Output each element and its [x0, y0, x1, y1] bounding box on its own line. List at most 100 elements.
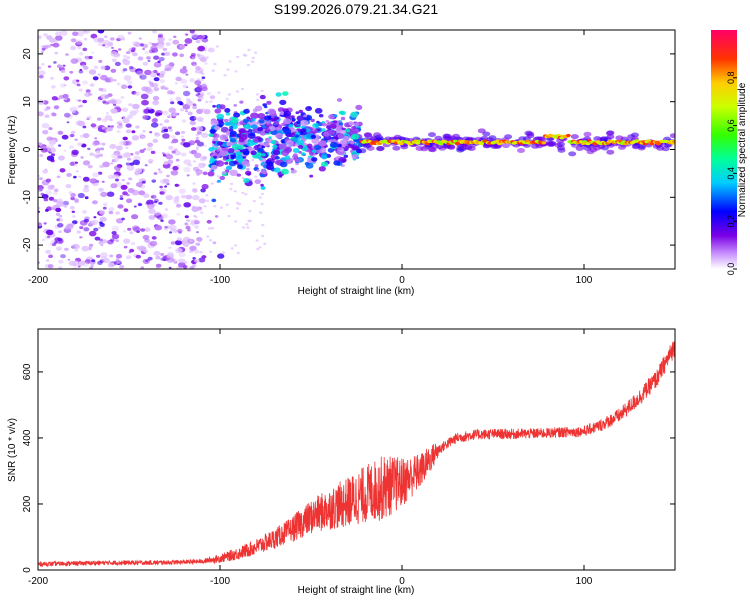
spectrogram-cell — [38, 66, 42, 70]
spectrogram-cell — [149, 131, 153, 134]
spectrogram-cell — [192, 160, 197, 163]
spectrogram-cell — [195, 133, 199, 137]
spectrogram-cell — [154, 212, 162, 218]
spectrogram-cell — [238, 138, 245, 143]
spectrogram-cell — [132, 159, 140, 165]
spectrogram-cell — [82, 160, 91, 166]
spectrogram-cell — [189, 120, 196, 126]
spectrogram-cell — [238, 203, 242, 206]
spectrogram-cell — [209, 100, 213, 103]
spectrogram-cell — [157, 60, 161, 63]
spectrogram-cell — [171, 135, 176, 139]
spectrogram-cell — [101, 129, 107, 133]
spectrogram-cell — [101, 118, 108, 123]
spectrogram-cell — [256, 247, 260, 251]
spectrogram-cell — [174, 131, 181, 136]
spectrogram-cell — [132, 103, 140, 110]
spectrogram-cell — [69, 205, 75, 210]
colorbar-tick-label: 0.0 — [726, 263, 736, 276]
colorbar-tick-label: 0.2 — [726, 215, 736, 228]
spectrogram-cell — [259, 173, 265, 178]
spectrogram-cell — [103, 35, 108, 38]
spectrogram-cell — [102, 206, 107, 210]
spectrogram-cell — [110, 68, 117, 73]
spectrogram-cell — [180, 78, 188, 84]
spectrogram-cell — [169, 224, 177, 231]
spectrogram-cell — [68, 191, 73, 195]
spectrogram-cell — [63, 112, 71, 118]
spectrogram-cell — [77, 260, 86, 266]
spectrogram-cell — [66, 121, 70, 124]
x-tick-label: -200 — [28, 275, 48, 286]
spectrogram-cell — [254, 175, 258, 178]
spectrogram-cell — [318, 166, 326, 172]
spectrogram-cell — [201, 132, 209, 138]
spectrogram-cell — [502, 143, 510, 149]
spectrogram-cell — [177, 258, 184, 263]
spectrogram-cell — [374, 134, 383, 140]
spectrogram-cell — [119, 140, 127, 146]
spectrogram-cell — [94, 236, 101, 241]
spectrogram-cell — [113, 158, 120, 162]
spectrogram-cell — [61, 134, 69, 140]
spectrogram-cell — [231, 143, 241, 150]
spectrogram-cell — [171, 150, 176, 154]
spectrogram-cell — [238, 144, 245, 150]
spectrogram-cell — [147, 142, 154, 147]
spectrogram-cell — [115, 178, 119, 182]
spectrogram-cell — [125, 129, 132, 134]
spectrogram-cell — [121, 107, 129, 113]
spectrogram-cell — [261, 223, 265, 227]
spectrogram-cell — [65, 184, 72, 189]
spectrogram-cell — [62, 200, 69, 206]
spectrogram-cell — [146, 199, 154, 206]
spectrogram-cell — [329, 123, 337, 129]
spectrogram-cell — [192, 182, 196, 185]
spectrogram-cell — [69, 145, 74, 149]
spectrogram-cell — [56, 218, 60, 221]
spectrogram-cell — [185, 110, 188, 113]
spectrogram-cell — [242, 156, 247, 159]
spectrogram-cell — [135, 182, 143, 188]
spectrogram-cell — [480, 136, 489, 141]
spectrogram-cell — [246, 63, 250, 67]
spectrogram-cell — [122, 68, 128, 72]
spectrogram-cell — [187, 228, 191, 232]
spectrogram-cell — [297, 144, 304, 149]
spectrogram-cell — [138, 133, 144, 137]
spectrogram-cell — [123, 75, 132, 81]
spectrogram-cell — [98, 238, 103, 242]
spectrogram-cell — [188, 163, 193, 167]
spectrogram-cell — [168, 145, 174, 150]
spectrogram-cell — [53, 199, 58, 203]
spectrogram-cell — [99, 216, 107, 222]
spectrogram-cell — [152, 95, 160, 101]
spectrogram-cell — [363, 132, 372, 138]
spectrogram-cell — [63, 76, 70, 81]
spectrogram-cell — [73, 198, 79, 202]
spectrogram-cell — [296, 115, 305, 121]
spectrogram-cell — [176, 237, 183, 242]
spectrogram-cell — [201, 37, 209, 43]
spectrogram-cell — [65, 53, 69, 56]
spectrogram-cell — [134, 151, 141, 156]
spectrogram-cell — [259, 211, 263, 214]
spectrogram-cell — [219, 206, 223, 209]
spectrogram-cell — [336, 146, 342, 151]
spectrogram-cell — [211, 198, 217, 203]
spectrogram-cell — [167, 251, 174, 257]
spectrogram-cell — [229, 125, 234, 129]
spectrogram-cell — [233, 112, 241, 118]
spectrogram-cell — [190, 52, 196, 57]
spectrogram-cell — [182, 242, 190, 248]
spectrogram-cell — [148, 208, 156, 214]
spectrogram-cell — [355, 104, 363, 111]
spectrogram-cell — [183, 202, 191, 208]
spectrogram-cell — [258, 157, 263, 161]
spectrogram-cell — [45, 178, 52, 183]
spectrogram-cell — [116, 121, 121, 125]
spectrogram-cell — [599, 136, 608, 142]
spectrogram-cell — [209, 128, 216, 134]
spectrogram-cell — [106, 191, 115, 197]
